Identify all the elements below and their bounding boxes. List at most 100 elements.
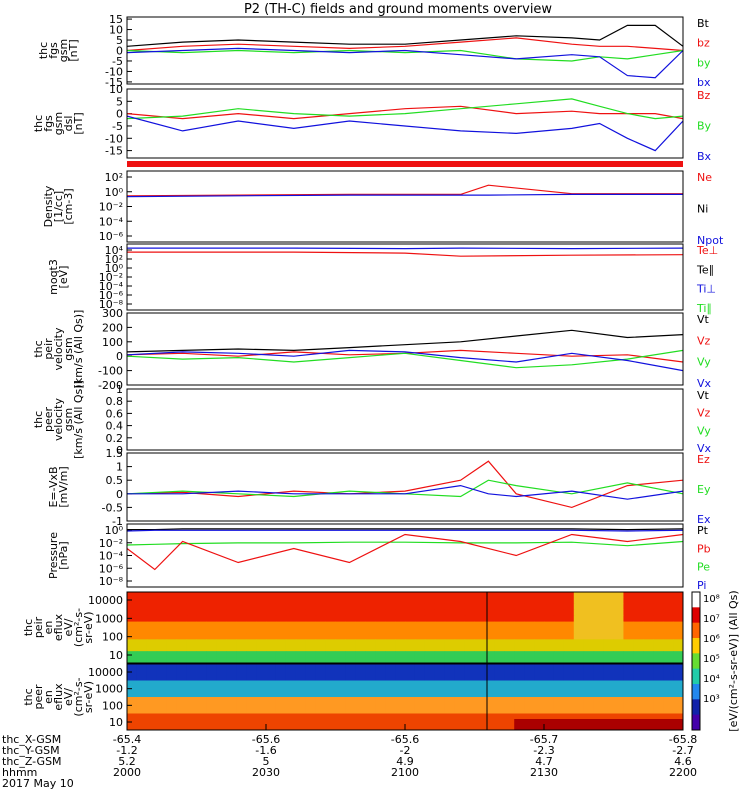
heatmap-cell [385,669,396,676]
heatmap-cell [534,657,545,664]
heatmap-cell [256,708,267,714]
heatmap-cell [216,686,227,692]
heatmap-cell [295,615,307,623]
legend-item: Vx [697,442,712,455]
heatmap-cell [643,691,654,698]
series-line-by [126,49,684,62]
heatmap-cell [583,675,595,681]
heatmap-cell [405,724,416,731]
spectrogram-p9 [127,592,684,664]
heatmap-cell [275,627,287,634]
ytick-label: 10⁻⁶ [99,562,124,575]
heatmap-cell [176,621,188,628]
heatmap-cell [166,639,178,646]
heatmap-cell [544,651,555,658]
heatmap-cell [434,675,446,681]
heatmap-cell [553,686,565,692]
heatmap-cell [156,645,168,652]
heatmap-cell [673,597,684,605]
heatmap-cell [633,639,644,646]
heatmap-cell [603,719,614,725]
heatmap-cell [414,675,426,681]
heatmap-cell [474,603,485,611]
heatmap-cell [603,724,614,731]
heatmap-cell [524,697,535,703]
heatmap-cell [355,639,366,646]
heatmap-cell [593,697,605,703]
heatmap-cell [573,724,585,731]
heatmap-cell [266,675,277,681]
heatmap-cell [275,657,287,664]
heatmap-cell [345,592,356,599]
heatmap-cell [166,675,178,681]
ytick-label: 10² [105,171,123,184]
heatmap-cell [494,675,505,681]
heatmap-cell [236,609,247,617]
figure-title: P2 (TH-C) fields and ground moments over… [244,2,552,17]
heatmap-cell [246,639,257,646]
heatmap-cell [663,597,674,605]
heatmap-cell [156,651,168,658]
heatmap-cell [156,639,168,646]
heatmap-cell [474,675,485,681]
heatmap-cell [345,597,356,605]
heatmap-cell [305,603,317,611]
heatmap-cell [424,645,436,652]
heatmap-cell [504,686,515,692]
heatmap-cell [266,719,277,725]
heatmap-cell [405,686,416,692]
heatmap-cell [156,603,168,611]
heatmap-cell [454,702,466,709]
heatmap-cell [623,615,634,623]
heatmap-cell [583,697,595,703]
heatmap-cell [325,680,336,687]
heatmap-cell [524,597,535,605]
heatmap-cell [524,708,535,714]
heatmap-cell [127,592,138,599]
ylabel-line: [mV/m] [57,466,70,507]
heatmap-cell [136,680,148,687]
heatmap-cell [464,724,475,731]
heatmap-cell [424,724,436,731]
heatmap-cell [504,633,515,640]
heatmap-cell [196,669,207,676]
heatmap-cell [305,697,317,703]
heatmap-cell [424,639,436,646]
colorbar-tick: 10⁶ [703,634,720,645]
heatmap-cell [305,664,317,670]
heatmap-cell [127,719,138,725]
ytick-label: 0 [116,444,123,457]
heatmap-cell [365,691,376,698]
heatmap-cell [524,719,535,725]
heatmap-cell [514,603,525,611]
heatmap-cell [563,609,575,617]
heatmap-cell [127,639,138,646]
heatmap-cell [395,724,406,731]
heatmap-cell [246,609,257,617]
heatmap-cell [603,645,614,652]
heatmap-cell [484,675,495,681]
heatmap-cell [295,724,307,731]
heatmap-cell [613,708,624,714]
heatmap-cell [603,686,614,692]
heatmap-cell [464,719,475,725]
heatmap-cell [285,680,297,687]
heatmap-cell [534,724,545,731]
heatmap-cell [444,603,456,611]
heatmap-cell [136,713,148,720]
ylabel-line: Pressure [47,532,60,579]
heatmap-cell [375,657,386,664]
heatmap-cell [355,702,366,709]
heatmap-cell [256,592,267,599]
ytick-label: 100 [102,699,123,712]
heatmap-cell [335,664,346,670]
heatmap-cell [593,680,605,687]
heatmap-cell [514,680,525,687]
heatmap-cell [504,680,515,687]
heatmap-cell [544,669,555,676]
heatmap-cell [414,657,426,664]
heatmap-cell [295,686,307,692]
ytick-label: 10⁻² [99,537,123,550]
heatmap-cell [136,691,148,698]
heatmap-cell [583,664,595,670]
